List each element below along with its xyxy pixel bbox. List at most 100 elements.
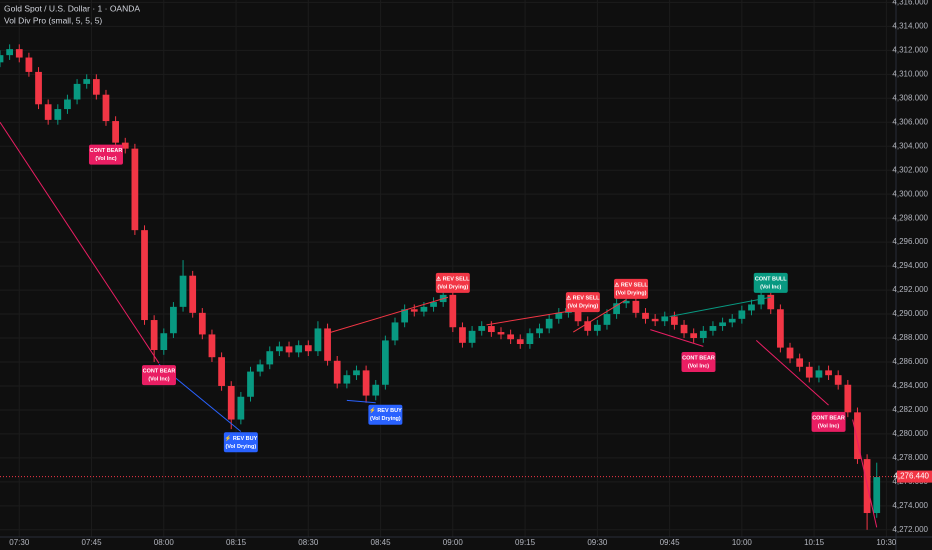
candle-body [651, 318, 659, 322]
candle-body [671, 316, 678, 325]
candle-body [507, 334, 514, 340]
y-tick-label: 4,310.000 [892, 69, 928, 78]
candle-body [353, 370, 360, 376]
signal-text: CONT BEAR [812, 415, 845, 421]
candle-body [757, 294, 765, 305]
signal-text: (Vol Inc) [818, 423, 839, 429]
y-tick-label: 4,302.000 [892, 165, 928, 174]
signal-text: (Vol Inc) [760, 284, 781, 290]
signal-text: ⚠ REV SELL [566, 295, 600, 302]
candle-body [141, 230, 148, 321]
signal-text: (Vol Drying) [370, 416, 401, 422]
y-tick-label: 4,294.000 [892, 261, 928, 270]
y-tick-label: 4,290.000 [892, 309, 928, 318]
signal-text: (Vol Drying) [616, 290, 647, 296]
candle-body [237, 396, 245, 420]
signal-text: CONT BEAR [682, 355, 715, 361]
candle-body [777, 309, 784, 348]
candle-body [545, 318, 553, 329]
signal-text: CONT BEAR [143, 369, 176, 375]
y-tick-label: 4,308.000 [892, 93, 928, 102]
signal-text: CONT BEAR [90, 148, 123, 154]
candle-body [738, 310, 746, 319]
candle-body [805, 366, 813, 378]
y-tick-label: 4,280.000 [892, 429, 928, 438]
last-price-label: 4,276.440 [893, 472, 929, 481]
y-tick-label: 4,300.000 [892, 189, 928, 198]
candle-body [844, 384, 852, 413]
signal-label [368, 404, 403, 425]
signal-text: (Vol Drying) [225, 444, 256, 450]
x-tick-label: 08:45 [371, 538, 392, 547]
divergence-line [669, 296, 771, 317]
x-tick-label: 10:30 [876, 538, 897, 547]
y-tick-label: 4,304.000 [892, 141, 928, 150]
candle-body [73, 83, 81, 100]
candle-body [536, 328, 543, 334]
signal-label [223, 432, 258, 453]
divergence-line [572, 299, 627, 333]
x-tick-label: 10:00 [732, 538, 753, 547]
candle-body [295, 345, 303, 353]
candle-body [112, 121, 119, 143]
candle-body [121, 142, 129, 149]
candle-body [748, 304, 755, 311]
candle-body [574, 308, 582, 322]
candle-body [815, 370, 823, 378]
candle-body [391, 322, 399, 341]
candle-body [0, 55, 4, 63]
signal-text: (Vol Inc) [148, 377, 169, 383]
x-tick-label: 07:30 [9, 538, 30, 547]
y-tick-label: 4,312.000 [892, 45, 928, 54]
signal-label [88, 144, 123, 165]
candle-body [709, 326, 717, 331]
candle-body [208, 334, 216, 358]
divergence-line [852, 419, 878, 528]
y-tick-label: 4,314.000 [892, 21, 928, 30]
candle-body [160, 333, 168, 351]
signal-text: (Vol Inc) [688, 363, 709, 369]
candle-body [478, 326, 486, 331]
candle-body [285, 346, 293, 353]
candle-body [35, 71, 42, 105]
signal-text: (Vol Drying) [567, 304, 598, 310]
candle-body [189, 275, 197, 313]
candle-body [593, 324, 601, 331]
candle-body [247, 371, 254, 397]
candle-body [198, 312, 206, 335]
y-tick-label: 4,296.000 [892, 237, 928, 246]
candle-body [401, 309, 409, 323]
x-tick-label: 09:00 [443, 538, 464, 547]
y-tick-label: 4,274.000 [892, 501, 928, 510]
candle-body [343, 375, 351, 384]
candle-body [170, 306, 177, 334]
candle-body [266, 351, 274, 365]
candle-body [64, 99, 71, 110]
candle-body [304, 345, 312, 352]
x-tick-label: 09:30 [587, 538, 608, 547]
candle-body [276, 346, 283, 352]
candle-body [150, 320, 158, 351]
candle-body [825, 370, 832, 376]
candle-body [516, 339, 524, 345]
signal-label [811, 411, 846, 432]
signal-text: (Vol Inc) [95, 156, 116, 162]
signal-text: CONT BULL [755, 276, 787, 282]
candle-body [218, 357, 225, 386]
signal-text: (Vol Drying) [437, 284, 468, 290]
signal-label [681, 351, 716, 372]
y-tick-label: 4,298.000 [892, 213, 928, 222]
divergence-line [0, 121, 160, 364]
signal-label [435, 272, 470, 293]
layer: 4,272.0004,274.0004,276.0004,278.0004,28… [9, 0, 932, 547]
divergence-line [650, 329, 704, 347]
candle-body [613, 303, 620, 315]
candle-body [227, 385, 235, 420]
candle-body [642, 312, 649, 319]
y-tick-label: 4,316.000 [892, 0, 928, 7]
last-price-box [897, 470, 932, 483]
signal-text: ⚡ REV BUY [369, 407, 402, 414]
x-tick-label: 09:45 [660, 538, 681, 547]
